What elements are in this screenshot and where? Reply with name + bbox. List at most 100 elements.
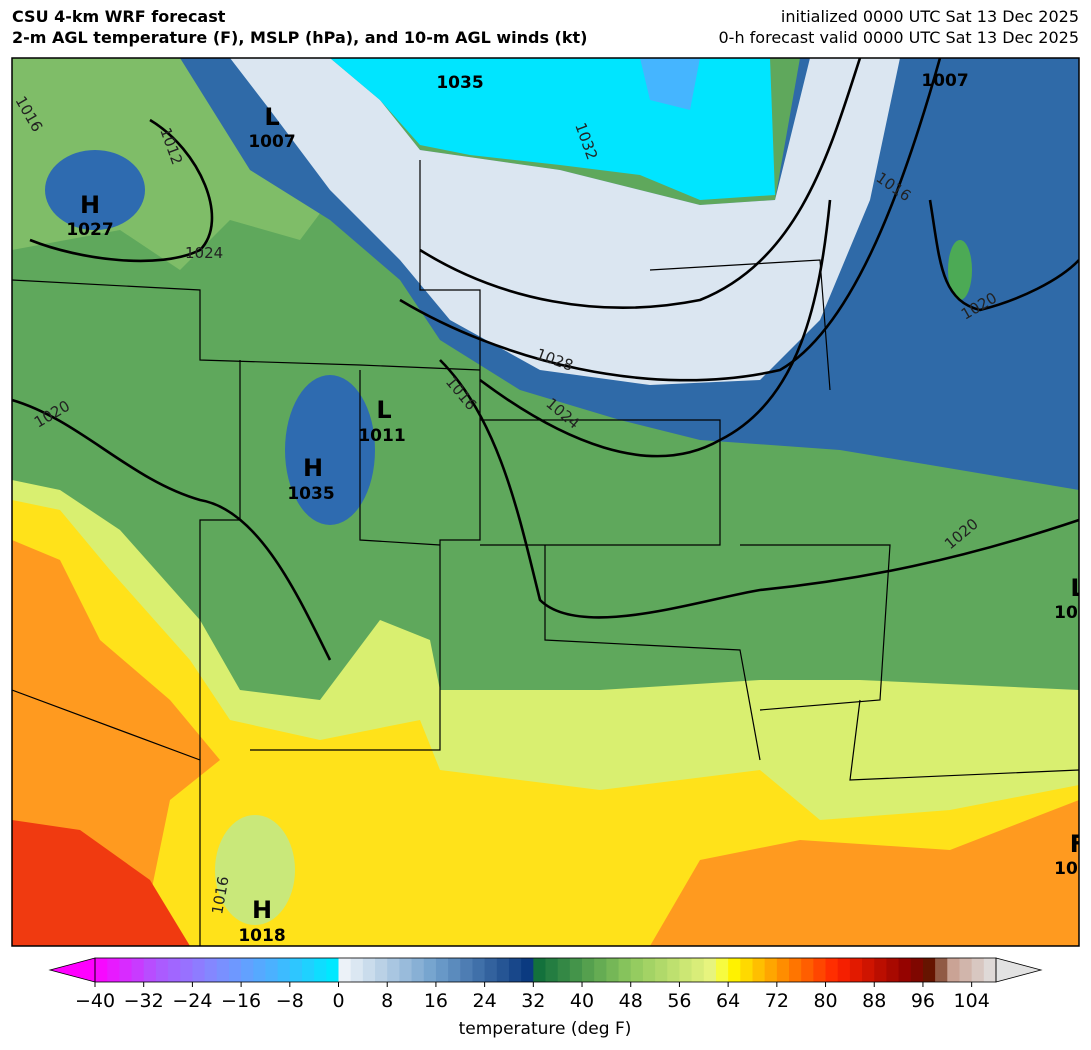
center-symbol: H bbox=[303, 454, 323, 482]
colorbar-tick-label: 104 bbox=[954, 990, 990, 1012]
colorbar-tick-label: 48 bbox=[619, 990, 643, 1012]
colorbar-swatch bbox=[411, 958, 425, 982]
colorbar-swatch bbox=[216, 958, 230, 982]
colorbar-swatch bbox=[910, 958, 924, 982]
colorbar-tick-label: 80 bbox=[813, 990, 837, 1012]
colorbar-swatch bbox=[423, 958, 437, 982]
center-symbol: F bbox=[1070, 830, 1086, 858]
colorbar-swatch bbox=[667, 958, 680, 982]
colorbar-tick-label: −8 bbox=[276, 990, 304, 1012]
colorbar-frame bbox=[94, 957, 997, 983]
map-frame bbox=[11, 57, 1080, 947]
colorbar-swatch bbox=[265, 958, 279, 982]
colorbar-swatch bbox=[971, 958, 985, 982]
center-value: 1027 bbox=[66, 220, 113, 240]
colorbar-swatch bbox=[606, 958, 620, 982]
center-symbol: H bbox=[252, 896, 272, 924]
colorbar-extend-high bbox=[995, 957, 1043, 983]
center-symbol: L bbox=[1070, 574, 1085, 602]
colorbar-swatch bbox=[387, 958, 400, 982]
colorbar-swatch bbox=[508, 958, 522, 982]
colorbar-swatch bbox=[521, 958, 534, 982]
colorbar-swatch bbox=[557, 958, 571, 982]
colorbar-swatch bbox=[728, 958, 741, 982]
colorbar-tick-label: −40 bbox=[75, 990, 115, 1012]
colorbar-swatch bbox=[435, 958, 449, 982]
colorbar-swatch bbox=[764, 958, 778, 982]
center-value: 1035 bbox=[287, 484, 334, 504]
temperature-field bbox=[45, 150, 145, 230]
colorbar-tick-label: 24 bbox=[473, 990, 497, 1012]
colorbar-swatch bbox=[655, 958, 668, 982]
colorbar-swatch bbox=[849, 958, 863, 982]
center-value: 1035 bbox=[436, 73, 483, 93]
colorbar-swatch bbox=[362, 958, 376, 982]
colorbar-tick-label: 0 bbox=[332, 990, 344, 1012]
colorbar-swatch bbox=[484, 958, 498, 982]
temperature-field bbox=[215, 815, 295, 925]
colorbar-swatch bbox=[168, 958, 181, 982]
colorbar-swatch bbox=[874, 958, 887, 982]
colorbar-swatch bbox=[301, 958, 315, 982]
colorbar-swatch bbox=[180, 958, 193, 982]
colorbar-swatch bbox=[801, 958, 814, 982]
colorbar-swatch bbox=[752, 958, 766, 982]
colorbar-tick-label: 72 bbox=[765, 990, 789, 1012]
colorbar-swatch bbox=[253, 958, 266, 982]
colorbar-extend-low bbox=[48, 957, 96, 983]
colorbar-tick-label: 8 bbox=[381, 990, 393, 1012]
colorbar-swatch bbox=[277, 958, 291, 982]
colorbar-swatch bbox=[922, 958, 936, 982]
center-value: 1007 bbox=[921, 71, 968, 91]
colorbar-swatch bbox=[959, 958, 973, 982]
colorbar-swatch bbox=[886, 958, 900, 982]
colorbar-swatch bbox=[289, 958, 303, 982]
colorbar-swatch bbox=[472, 958, 486, 982]
colorbar-swatch bbox=[204, 958, 218, 982]
colorbar-tick-label: 64 bbox=[716, 990, 740, 1012]
center-value: 1011 bbox=[358, 426, 405, 446]
center-value: 1007 bbox=[248, 132, 295, 152]
center-symbol: L bbox=[264, 103, 279, 131]
center-value: 1018 bbox=[238, 926, 285, 946]
temperature-field bbox=[285, 375, 375, 525]
colorbar-swatch bbox=[326, 958, 340, 982]
colorbar-swatch bbox=[375, 958, 388, 982]
colorbar-swatch bbox=[496, 958, 510, 982]
colorbar-tick-label: 16 bbox=[424, 990, 448, 1012]
colorbar-swatch bbox=[825, 958, 839, 982]
colorbar-swatch bbox=[630, 958, 644, 982]
colorbar-swatch bbox=[582, 958, 595, 982]
colorbar-swatch bbox=[862, 958, 875, 982]
colorbar-swatch bbox=[935, 958, 948, 982]
colorbar-swatch bbox=[740, 958, 753, 982]
colorbar: −40 −32 −24 −16 −8 0 8 16 24 32 40 48 56 64 72 80 88 96 10… bbox=[48, 957, 1043, 1012]
colorbar-swatch bbox=[143, 958, 157, 982]
colorbar-swatch bbox=[448, 958, 461, 982]
colorbar-swatch bbox=[460, 958, 473, 982]
colorbar-swatch bbox=[131, 958, 145, 982]
colorbar-tick-label: 88 bbox=[862, 990, 886, 1012]
colorbar-swatch bbox=[618, 958, 632, 982]
colorbar-swatch bbox=[983, 958, 997, 982]
colorbar-swatch bbox=[228, 958, 242, 982]
temperature-field bbox=[640, 58, 700, 110]
colorbar-swatch bbox=[837, 958, 851, 982]
colorbar-swatch bbox=[350, 958, 364, 982]
center-symbol: L bbox=[376, 396, 391, 424]
isobars bbox=[12, 58, 1079, 661]
colorbar-swatch bbox=[95, 958, 108, 982]
center-value: 10 bbox=[1054, 859, 1078, 879]
colorbar-swatch bbox=[703, 958, 717, 982]
temperature-field bbox=[12, 540, 1079, 946]
colorbar-swatch bbox=[898, 958, 912, 982]
colorbar-tick-label: −32 bbox=[124, 990, 164, 1012]
center-value: 10 bbox=[1054, 603, 1078, 623]
colorbar-tick-label: 32 bbox=[521, 990, 545, 1012]
colorbar-swatch bbox=[569, 958, 583, 982]
center-symbol: H bbox=[80, 191, 100, 219]
colorbar-swatch bbox=[533, 958, 546, 982]
colorbar-tick-label: −16 bbox=[221, 990, 261, 1012]
colorbar-swatch bbox=[789, 958, 802, 982]
